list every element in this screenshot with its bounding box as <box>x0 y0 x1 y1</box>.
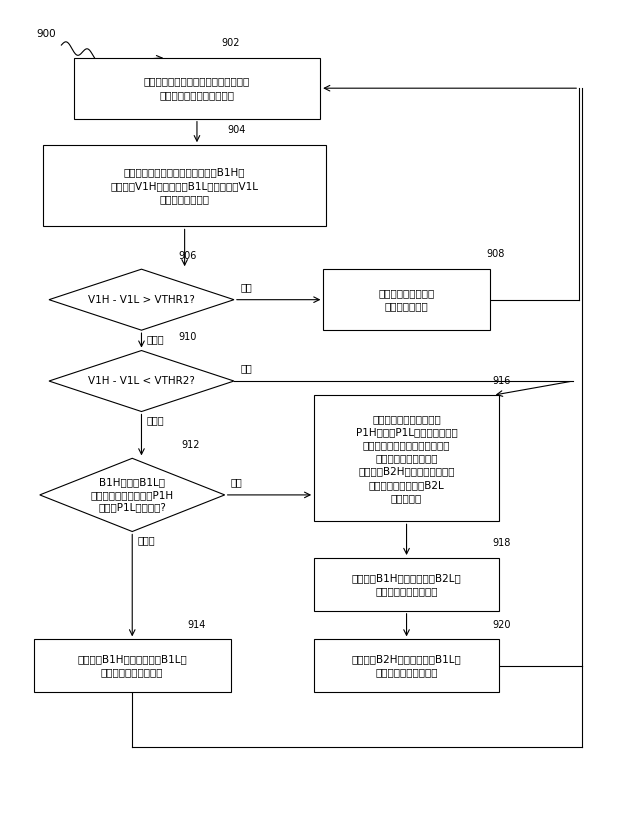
Text: 電池セルB1Hから電池セルB1Lへ
エネルギーを転送する: 電池セルB1Hから電池セルB1Lへ エネルギーを転送する <box>77 654 187 677</box>
Text: 920: 920 <box>493 619 511 630</box>
Text: いいえ: いいえ <box>146 334 164 344</box>
Text: 904: 904 <box>228 125 246 135</box>
Text: 900: 900 <box>37 29 57 38</box>
Text: 912: 912 <box>182 440 200 450</box>
Text: B1HおよびB1Lの
ドット接続された極性P1H
およびP1Lは同じか?: B1HおよびB1Lの ドット接続された極性P1H およびP1Lは同じか? <box>91 477 174 513</box>
Polygon shape <box>49 269 234 330</box>
Text: いいえ: いいえ <box>137 536 155 545</box>
Text: 電池セルB2Hから電池セルB1Lへ
エネルギーを転送する: 電池セルB2Hから電池セルB1Lへ エネルギーを転送する <box>351 654 462 677</box>
Text: 電池セルの電圧の中で、電池セルB1Hの
最大電圧V1Hと電池セルB1Lの最小電圧V1L
との差を計算する: 電池セルの電圧の中で、電池セルB1Hの 最大電圧V1Hと電池セルB1Lの最小電圧… <box>111 168 259 204</box>
FancyBboxPatch shape <box>73 57 320 119</box>
Text: 914: 914 <box>188 619 206 630</box>
Text: 916: 916 <box>493 375 511 386</box>
Text: 電池パックの可用性
をチェックする: 電池パックの可用性 をチェックする <box>378 288 435 311</box>
FancyBboxPatch shape <box>43 145 327 227</box>
Text: V1H - V1L < VTHR2?: V1H - V1L < VTHR2? <box>88 376 195 386</box>
Polygon shape <box>40 459 225 532</box>
Text: 電池パック内の複数の直列結合された
電池セルの電圧を検出する: 電池パック内の複数の直列結合された 電池セルの電圧を検出する <box>144 77 250 100</box>
FancyBboxPatch shape <box>314 558 499 611</box>
Text: そのドット接続端子が、
P1HおよびP1Lと異なる極性を
有する電池セルのセットから、
その電圧が最大である
電池セルB2Hおよびその電圧が
最小である電池セル: そのドット接続端子が、 P1HおよびP1Lと異なる極性を 有する電池セルのセット… <box>356 414 457 503</box>
Text: 902: 902 <box>221 38 240 48</box>
Text: 918: 918 <box>493 538 511 548</box>
FancyBboxPatch shape <box>323 269 490 330</box>
Text: 電池セルB1Hから電池セルB2Lへ
エネルギーを転送する: 電池セルB1Hから電池セルB2Lへ エネルギーを転送する <box>351 572 462 596</box>
FancyBboxPatch shape <box>314 396 499 522</box>
Text: 906: 906 <box>179 251 197 261</box>
Text: はい: はい <box>240 282 252 292</box>
Text: V1H - V1L > VTHR1?: V1H - V1L > VTHR1? <box>88 295 195 305</box>
Text: はい: はい <box>240 364 252 373</box>
FancyBboxPatch shape <box>34 640 231 692</box>
Text: 910: 910 <box>179 333 197 342</box>
FancyBboxPatch shape <box>314 640 499 692</box>
Polygon shape <box>49 351 234 411</box>
Text: 908: 908 <box>486 250 505 260</box>
Text: いいえ: いいえ <box>146 415 164 426</box>
Text: はい: はい <box>231 477 243 487</box>
